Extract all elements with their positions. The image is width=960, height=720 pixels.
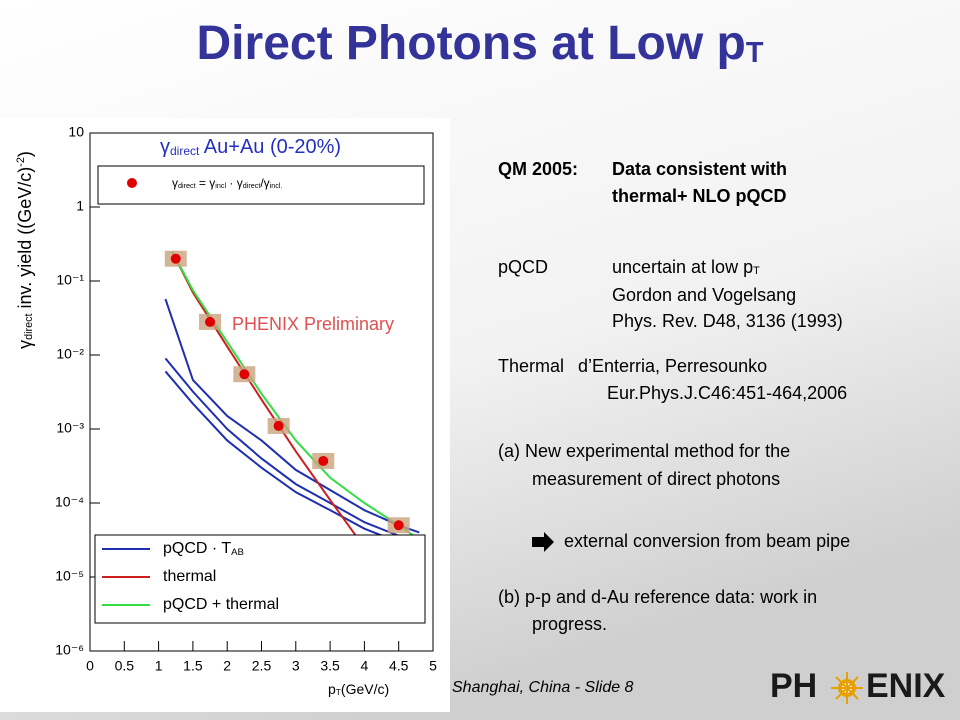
logo-icon bbox=[831, 672, 863, 704]
text-part: inv. yield ((GeV/c) bbox=[15, 167, 35, 314]
x-tick-label: 4 bbox=[361, 658, 369, 674]
pqcd-line: Gordon and Vogelsang bbox=[612, 285, 796, 305]
x-tick-label: 0 bbox=[86, 658, 94, 674]
text-part: -2 bbox=[15, 157, 27, 167]
y-tick-label: 10⁻⁶ bbox=[55, 642, 84, 658]
text-part: pQCD + thermal bbox=[163, 596, 279, 613]
qm-line: thermal+ NLO pQCD bbox=[612, 186, 787, 206]
text-part: Au+Au (0-20%) bbox=[199, 136, 341, 158]
y-axis-label: γdirect inv. yield ((GeV/c)-2) bbox=[15, 151, 35, 349]
series-line bbox=[164, 357, 420, 545]
y-tick-label: 1 bbox=[76, 198, 84, 214]
y-tick-label: 10⁻⁴ bbox=[55, 494, 84, 510]
pqcd-line: uncertain at low pT bbox=[612, 257, 760, 277]
data-point bbox=[273, 420, 284, 431]
data-point bbox=[393, 520, 404, 531]
x-tick-label: 2 bbox=[223, 658, 231, 674]
qm-line: Data consistent with bbox=[612, 159, 787, 179]
x-tick-label: 1 bbox=[155, 658, 163, 674]
text-part: γ bbox=[15, 340, 35, 349]
text-part: direct bbox=[243, 181, 261, 190]
annotation: PHENIX Preliminary bbox=[232, 314, 394, 334]
arrow-icon bbox=[532, 532, 554, 552]
data-point bbox=[239, 369, 250, 380]
text-part: p bbox=[328, 681, 336, 697]
slide-title: Direct Photons at Low pT bbox=[197, 17, 764, 70]
text-part: direct bbox=[178, 181, 196, 190]
y-tick-label: 10⁻³ bbox=[56, 420, 84, 436]
x-tick-label: 1.5 bbox=[183, 658, 203, 674]
b-line: (b) p-p and d-Au reference data: work in bbox=[498, 587, 817, 607]
y-tick-label: 10 bbox=[68, 124, 84, 140]
y-tick-label: 10⁻¹ bbox=[56, 272, 84, 288]
data-point bbox=[318, 455, 329, 466]
text-part: Direct Photons at Low p bbox=[197, 17, 746, 70]
footer: Shanghai, China - Slide 8 bbox=[452, 679, 634, 696]
y-tick-label: 10⁻² bbox=[56, 346, 84, 362]
legend-label: pQCD + thermal bbox=[163, 596, 279, 613]
series-line bbox=[164, 298, 420, 534]
pqcd-line: Phys. Rev. D48, 3136 (1993) bbox=[612, 311, 843, 331]
x-tick-label: 4.5 bbox=[389, 658, 409, 674]
thermal-line: Eur.Phys.J.C46:451-464,2006 bbox=[607, 383, 847, 403]
b-line: progress. bbox=[532, 614, 607, 634]
data-point bbox=[170, 253, 181, 264]
legend-label: pQCD · TAB bbox=[163, 540, 244, 557]
thermal-label: Thermal bbox=[498, 356, 564, 376]
text-part: pQCD · T bbox=[163, 540, 231, 557]
text-part: γ bbox=[160, 136, 170, 158]
x-tick-label: 3.5 bbox=[320, 658, 340, 674]
logo-right: ENIX bbox=[866, 667, 946, 705]
series-line bbox=[171, 251, 420, 541]
text-part: incl. bbox=[270, 181, 283, 190]
logo-left: PH bbox=[770, 667, 817, 705]
legend-marker bbox=[127, 178, 137, 188]
text-part: = γ bbox=[196, 176, 216, 190]
header-box bbox=[97, 165, 425, 205]
arrow-text: external conversion from beam pipe bbox=[564, 531, 850, 551]
qm-label: QM 2005: bbox=[498, 159, 578, 179]
text-part: incl bbox=[215, 181, 226, 190]
text-part: (GeV/c) bbox=[341, 681, 389, 697]
x-tick-label: 0.5 bbox=[115, 658, 135, 674]
text-part: γ bbox=[172, 176, 178, 190]
a-line: measurement of direct photons bbox=[532, 469, 780, 489]
series-line bbox=[164, 370, 420, 552]
box-title: γdirect Au+Au (0-20%) bbox=[160, 136, 341, 158]
text-part: direct bbox=[170, 144, 200, 158]
text-part: AB bbox=[231, 547, 244, 558]
text-part: uncertain at low p bbox=[612, 257, 753, 277]
legend-label: γdirect = γincl · γdirect/γincl. bbox=[172, 176, 282, 190]
a-line: (a) New experimental method for the bbox=[498, 441, 790, 461]
text-part: thermal bbox=[163, 568, 216, 585]
legend-label: thermal bbox=[163, 568, 216, 585]
data-point bbox=[205, 316, 216, 327]
y-tick-label: 10⁻⁵ bbox=[55, 568, 84, 584]
pqcd-label: pQCD bbox=[498, 257, 548, 277]
x-tick-label: 5 bbox=[429, 658, 437, 674]
text-part: /γ bbox=[260, 176, 269, 190]
text-part: T bbox=[746, 37, 764, 69]
text-part: T bbox=[753, 265, 760, 277]
text-part: T bbox=[336, 687, 341, 697]
x-tick-label: 2.5 bbox=[252, 658, 272, 674]
text-part: ) bbox=[15, 151, 35, 157]
thermal-line: d’Enterria, Perresounko bbox=[578, 356, 767, 376]
x-axis-label: pT(GeV/c) bbox=[328, 681, 389, 697]
text-part: · γ bbox=[226, 176, 243, 190]
x-tick-label: 3 bbox=[292, 658, 300, 674]
text-part: direct bbox=[23, 313, 35, 339]
